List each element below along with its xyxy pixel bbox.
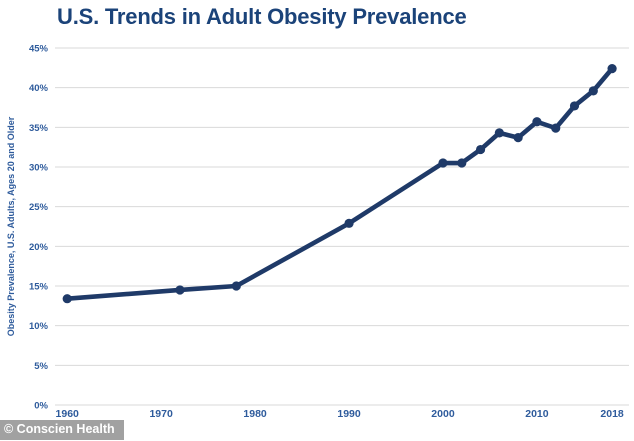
data-point: [513, 133, 523, 143]
trend-line: [64, 66, 615, 301]
y-tick-label: 0%: [34, 401, 48, 412]
y-tick-label: 30%: [29, 163, 49, 174]
y-tick-label: 40%: [29, 83, 49, 94]
x-tick-label: 2018: [600, 408, 624, 420]
data-point: [62, 294, 72, 304]
x-tick-label: 1990: [337, 408, 361, 420]
data-point: [438, 158, 448, 168]
y-tick-label: 20%: [29, 242, 49, 253]
y-tick-label: 15%: [29, 282, 49, 293]
data-point: [551, 123, 561, 133]
data-point: [588, 86, 598, 96]
data-point: [475, 144, 486, 155]
watermark-text: © Conscien Health: [4, 422, 115, 436]
data-point: [532, 117, 542, 127]
x-tick-label: 1960: [56, 408, 80, 420]
x-tick-label: 1980: [243, 408, 267, 420]
data-point: [231, 281, 241, 291]
y-axis-title: Obesity Prevalence, U.S. Adults, Ages 20…: [6, 116, 16, 336]
y-tick-label: 35%: [29, 123, 49, 134]
watermark-badge: © Conscien Health: [0, 420, 124, 440]
data-point: [569, 101, 580, 111]
x-tick-label: 1970: [149, 408, 173, 420]
y-tick-label: 45%: [29, 44, 49, 55]
y-tick-label: 5%: [34, 361, 48, 372]
data-point: [457, 158, 467, 168]
x-tick-label: 2000: [431, 408, 455, 420]
x-tick-label: 2010: [525, 408, 549, 420]
data-point: [344, 218, 354, 228]
chart-title: U.S. Trends in Adult Obesity Prevalence: [57, 4, 467, 29]
data-point: [494, 128, 504, 138]
y-tick-label: 10%: [29, 321, 49, 332]
y-tick-label: 25%: [29, 202, 49, 213]
data-point: [607, 64, 617, 74]
data-point: [175, 285, 185, 295]
